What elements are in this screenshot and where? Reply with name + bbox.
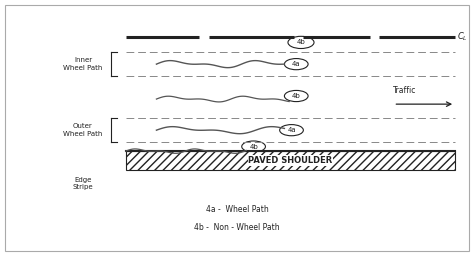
Text: 4a: 4a: [287, 127, 296, 133]
Text: $\mathit{C}_L$: $\mathit{C}_L$: [457, 30, 468, 43]
Text: PAVED SHOULDER: PAVED SHOULDER: [248, 156, 332, 165]
FancyBboxPatch shape: [5, 5, 469, 251]
Text: Inner
Wheel Path: Inner Wheel Path: [63, 57, 103, 71]
Ellipse shape: [288, 36, 314, 49]
Ellipse shape: [284, 59, 308, 70]
Text: Outer
Wheel Path: Outer Wheel Path: [63, 123, 103, 137]
Text: 4b: 4b: [249, 144, 258, 150]
Text: 4b: 4b: [297, 39, 305, 45]
Text: 4a -  Wheel Path: 4a - Wheel Path: [206, 205, 268, 214]
Ellipse shape: [280, 124, 303, 136]
Text: Traffic: Traffic: [393, 86, 417, 95]
Text: Edge
Stripe: Edge Stripe: [73, 177, 93, 190]
Text: 4b: 4b: [292, 93, 301, 99]
Text: 4a: 4a: [292, 61, 301, 67]
Text: 4b -  Non - Wheel Path: 4b - Non - Wheel Path: [194, 223, 280, 232]
Bar: [126, 151, 455, 170]
Ellipse shape: [284, 90, 308, 102]
Ellipse shape: [242, 141, 265, 152]
